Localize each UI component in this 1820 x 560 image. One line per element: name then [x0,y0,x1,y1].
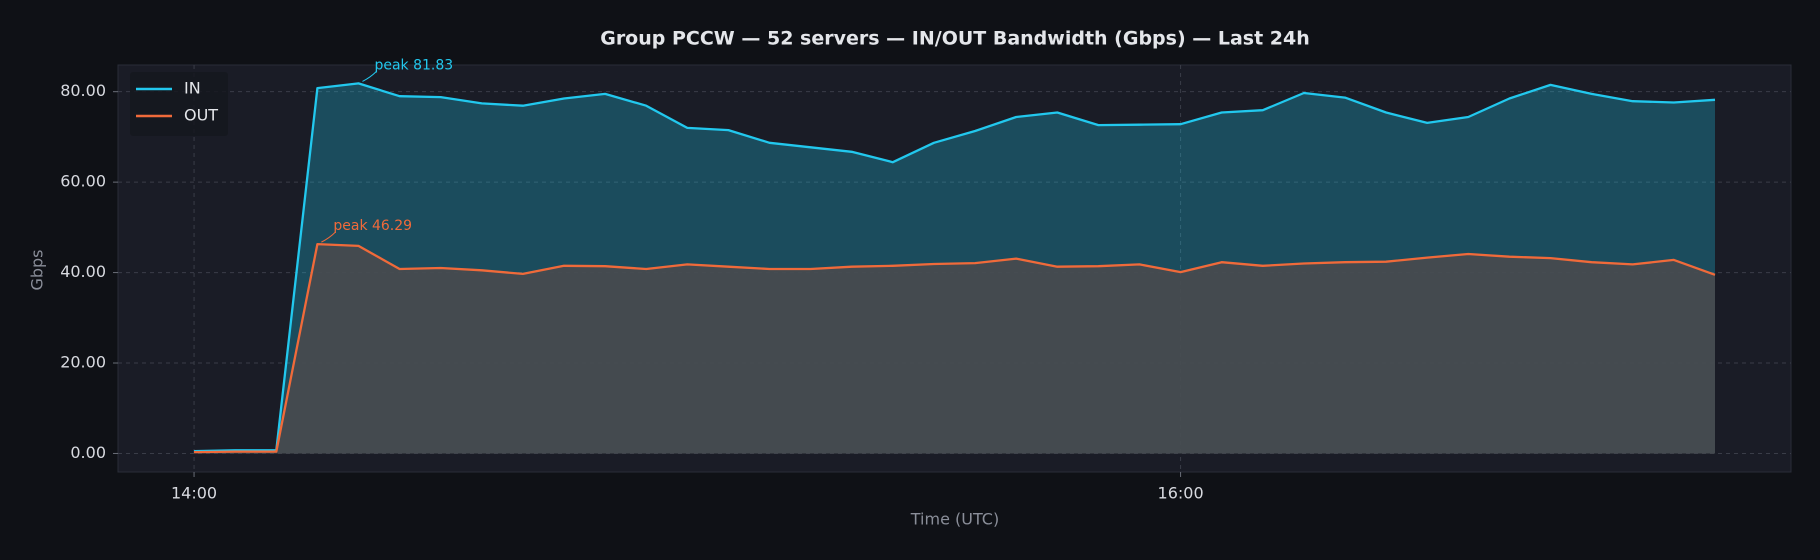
legend: IN OUT [130,72,228,136]
y-tick-label: 20.00 [60,353,106,372]
series-line [193,82,1716,453]
legend-box [130,72,228,136]
legend-label: IN [184,79,201,98]
y-tick-label: 80.00 [60,81,106,100]
y-axis-label: Gbps [28,249,47,290]
annotation: peak 46.29 [333,218,412,234]
x-axis-label: Time (UTC) [910,510,999,529]
annotation-arrow [321,231,336,243]
y-tick-label: 40.00 [60,262,106,281]
x-tick-label: 16:00 [1158,484,1204,503]
annotation: peak 81.83 [374,57,453,73]
y-tick-label: 60.00 [60,172,106,191]
x-tick-label: 14:00 [171,484,217,503]
annotation-arrow [362,71,377,82]
area-fill [194,244,1715,454]
legend-label: OUT [184,106,218,125]
y-tick-label: 0.00 [70,443,106,462]
chart-title: Group PCCW — 52 servers — IN/OUT Bandwid… [600,28,1310,50]
series-line [193,242,1716,454]
